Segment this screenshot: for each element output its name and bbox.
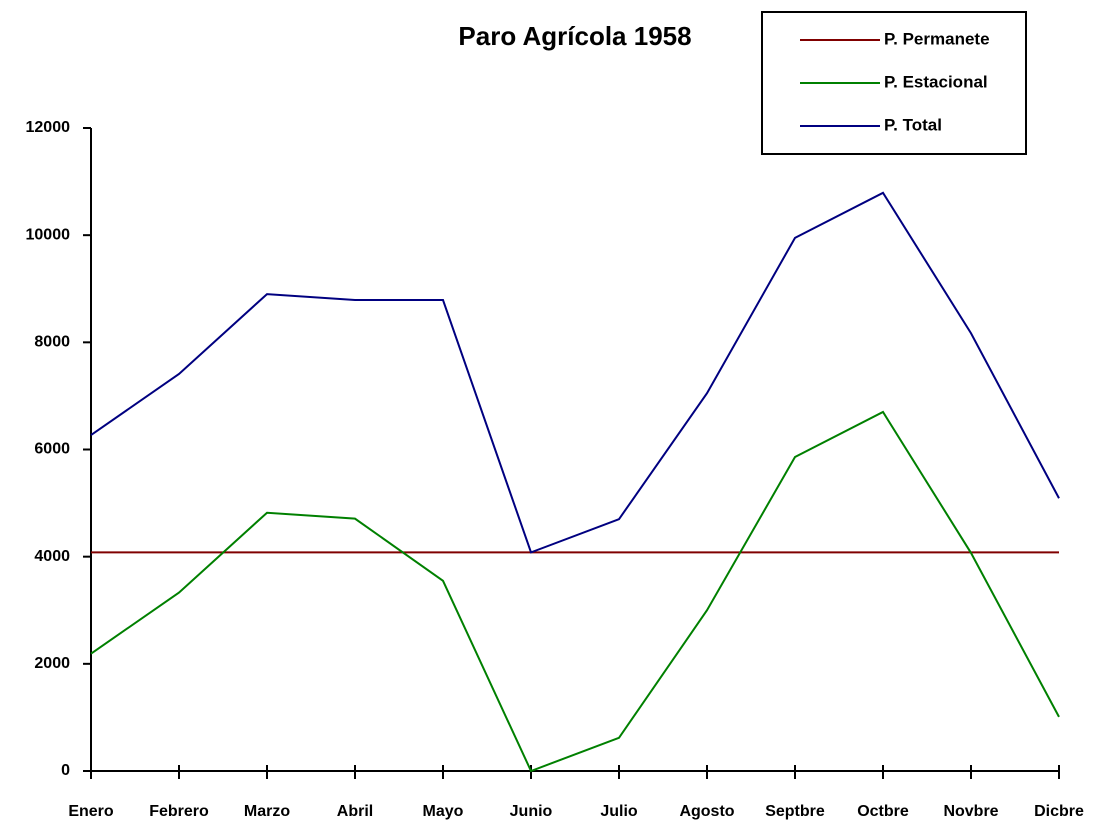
x-tick-label: Abril [337,803,373,820]
y-tick-label: 0 [61,762,70,779]
legend-label: P. Total [884,115,942,134]
x-tick-label: Julio [600,803,638,820]
legend-label: P. Estacional [884,72,988,91]
x-tick-label: Febrero [149,803,209,820]
x-tick-label: Marzo [244,803,290,820]
x-tick-label: Septbre [765,803,825,820]
y-tick-label: 10000 [26,226,71,243]
y-tick-label: 6000 [34,441,70,458]
y-tick-label: 4000 [34,548,70,565]
series-line [90,410,1060,773]
y-tick-label: 12000 [26,119,71,136]
x-tick-label: Octbre [857,803,909,820]
x-tick-label: Agosto [679,803,734,820]
series-line [90,191,1060,554]
x-tick-label: Enero [68,803,114,820]
x-tick-label: Dicbre [1034,803,1084,820]
x-tick-label: Mayo [423,803,464,820]
chart-title: Paro Agrícola 1958 [458,21,691,51]
x-tick-label: Novbre [943,803,998,820]
y-tick-label: 8000 [34,334,70,351]
x-tick-label: Junio [510,803,553,820]
legend-label: P. Permanete [884,29,990,48]
y-tick-label: 2000 [34,655,70,672]
